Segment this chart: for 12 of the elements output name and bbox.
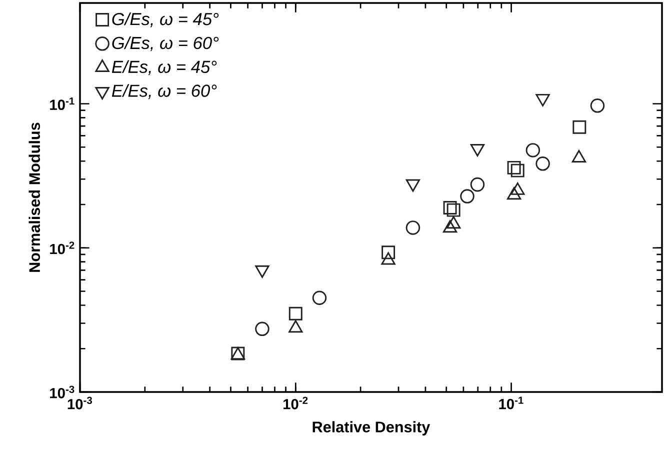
x-tick-label: 10$^{-1}$ — [499, 396, 524, 410]
legend-label: G/Es, ω = 60° — [112, 36, 219, 52]
x-tick-label: 10$^{-2}$ — [284, 396, 308, 410]
y-tick-label: 10$^{-3}$ — [50, 386, 74, 398]
legend-label: E/Es, ω = 45° — [112, 60, 217, 76]
legend-label: E/Es, ω = 60° — [112, 84, 217, 99]
y-tick-label: 10$^{-1}$ — [50, 97, 74, 110]
y-tick-label: 10$^{-2}$ — [50, 242, 74, 254]
x-axis-title: Relative Density — [312, 421, 430, 436]
legend-label: G/Es, ω = 45° — [112, 12, 219, 28]
y-axis-title: Normalised Modulus — [28, 122, 40, 272]
x-tick-label: 10$^{-3}$ — [68, 396, 92, 410]
